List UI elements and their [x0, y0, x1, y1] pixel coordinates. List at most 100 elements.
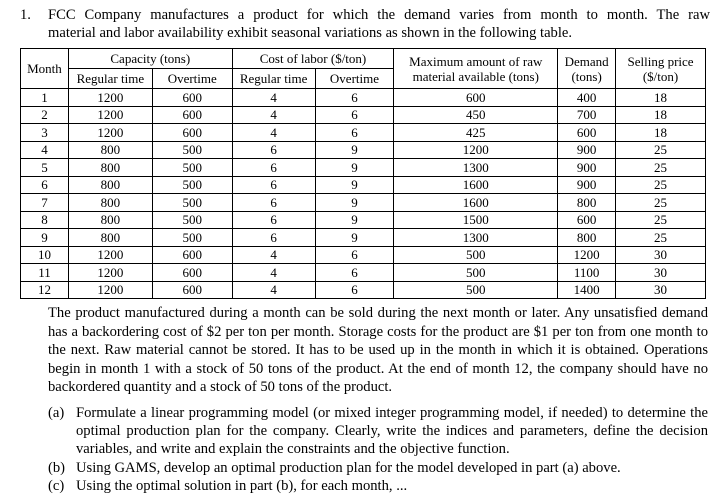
header-capacity-regular: Regular time [67, 68, 153, 89]
cell-month: 2 [20, 105, 69, 124]
cell-selling-price: 18 [615, 88, 706, 107]
cell-capacity-regular: 1200 [67, 123, 153, 142]
cell-capacity-overtime: 600 [151, 105, 233, 124]
cell-capacity-regular: 1200 [67, 263, 153, 282]
table-row: 3 1200 600 4 6 425 600 18 [20, 123, 706, 142]
cell-labor-regular: 6 [231, 140, 316, 159]
part-a-text: Formulate a linear programming model (or… [76, 405, 708, 458]
cell-labor-overtime: 6 [314, 88, 395, 107]
cell-labor-overtime: 6 [314, 123, 395, 142]
cell-labor-overtime: 9 [314, 175, 395, 194]
cell-labor-regular: 6 [231, 175, 316, 194]
cell-labor-regular: 6 [231, 193, 316, 212]
cell-selling-price: 18 [615, 123, 706, 142]
header-raw-material-line2: material available (tons) [412, 68, 539, 84]
cell-labor-regular: 6 [231, 228, 316, 247]
header-month: Month [20, 48, 69, 89]
table-body: 1 1200 600 4 6 600 400 18 2 1200 600 4 6 450 700 18 3 120… [20, 88, 706, 299]
cell-labor-regular: 6 [231, 158, 316, 177]
header-demand-line1: Demand [564, 53, 609, 69]
part-b-label: (b) [48, 459, 66, 476]
cell-selling-price: 25 [615, 158, 706, 177]
cell-raw-material: 1500 [393, 210, 559, 229]
cell-labor-regular: 4 [231, 280, 316, 299]
cell-labor-regular: 4 [231, 88, 316, 107]
cell-labor-overtime: 6 [314, 105, 395, 124]
cell-month: 3 [20, 123, 69, 142]
cell-selling-price: 30 [615, 263, 706, 282]
cell-capacity-overtime: 500 [151, 210, 233, 229]
header-demand-line2: (tons) [571, 68, 602, 84]
cell-selling-price: 18 [615, 105, 706, 124]
cell-selling-price: 25 [615, 193, 706, 212]
header-labor-overtime: Overtime [314, 68, 395, 89]
header-raw-material: Maximum amount of raw material available… [393, 48, 559, 89]
header-price-line1: Selling price [627, 53, 694, 69]
problem-description: The product manufactured during a month … [48, 305, 708, 396]
cell-selling-price: 30 [615, 245, 706, 264]
cell-raw-material: 500 [393, 263, 559, 282]
cell-raw-material: 600 [393, 88, 559, 107]
cell-capacity-regular: 800 [67, 193, 153, 212]
part-c: (c) Using the optimal solution in part (… [48, 477, 708, 495]
cell-capacity-regular: 800 [67, 228, 153, 247]
cell-labor-regular: 4 [231, 263, 316, 282]
cell-labor-overtime: 6 [314, 263, 395, 282]
table-row: 10 1200 600 4 6 500 1200 30 [20, 245, 706, 264]
cell-raw-material: 500 [393, 245, 559, 264]
cell-labor-regular: 6 [231, 210, 316, 229]
cell-capacity-overtime: 600 [151, 88, 233, 107]
table-header-row-1: Month Capacity (tons) Cost of labor ($/t… [20, 48, 706, 89]
part-a: (a) Formulate a linear programming model… [48, 404, 708, 459]
cell-capacity-overtime: 600 [151, 263, 233, 282]
cell-capacity-overtime: 600 [151, 280, 233, 299]
cell-selling-price: 25 [615, 175, 706, 194]
cell-labor-overtime: 6 [314, 245, 395, 264]
cell-month: 9 [20, 228, 69, 247]
cell-month: 11 [20, 263, 69, 282]
cell-capacity-regular: 1200 [67, 105, 153, 124]
cell-capacity-regular: 1200 [67, 245, 153, 264]
table-row: 12 1200 600 4 6 500 1400 30 [20, 280, 706, 299]
part-c-label: (c) [48, 477, 65, 494]
cell-month: 10 [20, 245, 69, 264]
cell-raw-material: 450 [393, 105, 559, 124]
cell-demand: 700 [557, 105, 617, 124]
monthly-data-table: Month Capacity (tons) Cost of labor ($/t… [20, 48, 706, 299]
problem-intro-text: FCC Company manufactures a product for w… [48, 6, 710, 42]
part-b: (b) Using GAMS, develop an optimal produ… [48, 459, 708, 477]
cell-demand: 900 [557, 175, 617, 194]
cell-demand: 1400 [557, 280, 617, 299]
cell-capacity-overtime: 500 [151, 158, 233, 177]
cell-demand: 800 [557, 228, 617, 247]
header-labor-regular: Regular time [231, 68, 316, 89]
cell-raw-material: 1600 [393, 193, 559, 212]
cell-raw-material: 425 [393, 123, 559, 142]
table-row: 7 800 500 6 9 1600 800 25 [20, 193, 706, 212]
intro-line-1: FCC Company manufactures a product for w… [48, 7, 710, 23]
cell-capacity-overtime: 500 [151, 175, 233, 194]
cell-selling-price: 30 [615, 280, 706, 299]
cell-month: 7 [20, 193, 69, 212]
cell-labor-overtime: 9 [314, 158, 395, 177]
cell-raw-material: 1300 [393, 228, 559, 247]
table-header-row-2: Regular time Overtime Regular time Overt… [21, 68, 706, 89]
cell-capacity-regular: 800 [67, 158, 153, 177]
table-row: 9 800 500 6 9 1300 800 25 [20, 228, 706, 247]
header-capacity: Capacity (tons) [67, 48, 233, 69]
cell-demand: 1200 [557, 245, 617, 264]
header-raw-material-line1: Maximum amount of raw [409, 53, 543, 69]
cell-selling-price: 25 [615, 228, 706, 247]
cell-demand: 1100 [557, 263, 617, 282]
cell-raw-material: 1300 [393, 158, 559, 177]
cell-demand: 900 [557, 158, 617, 177]
table-row: 2 1200 600 4 6 450 700 18 [20, 105, 706, 124]
header-price-line2: ($/ton) [642, 68, 679, 84]
cell-labor-regular: 4 [231, 123, 316, 142]
cell-raw-material: 1600 [393, 175, 559, 194]
table-row: 11 1200 600 4 6 500 1100 30 [20, 263, 706, 282]
cell-capacity-regular: 1200 [67, 88, 153, 107]
header-demand: Demand (tons) [557, 48, 617, 89]
cell-labor-overtime: 6 [314, 280, 395, 299]
cell-labor-overtime: 9 [314, 228, 395, 247]
